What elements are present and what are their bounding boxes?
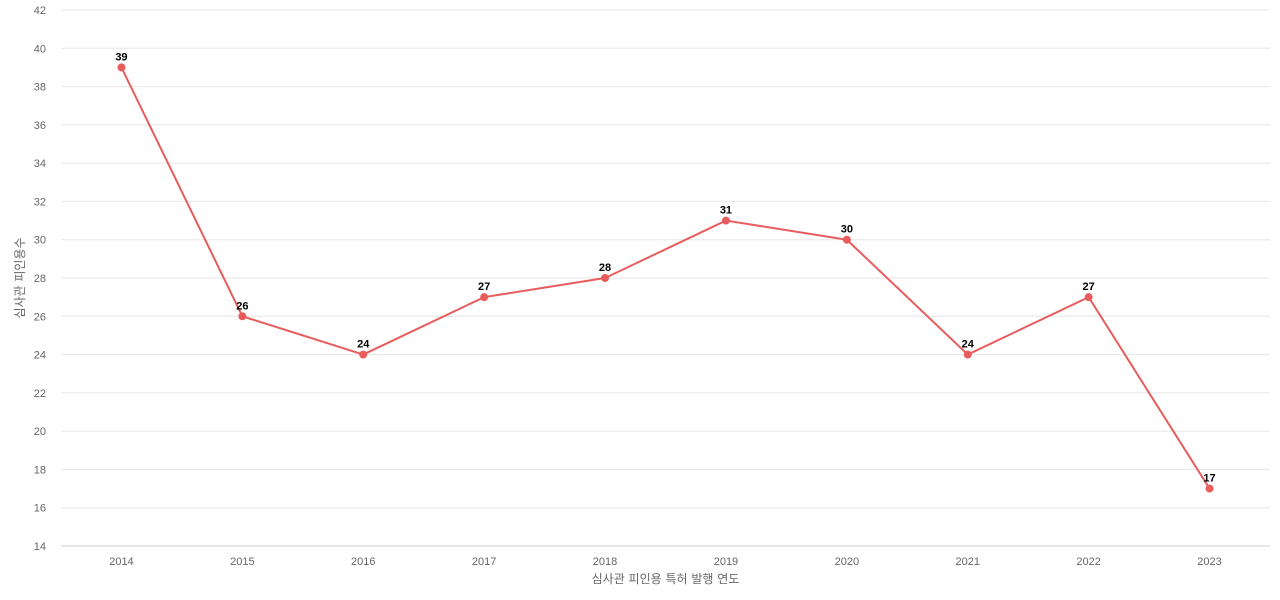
- y-axis-ticks: 14 16 18 20 22 24 26 28 30 32 34 36 38 40 42: [34, 5, 46, 553]
- y-axis-title: 심사관 피인용수: [13, 237, 27, 318]
- data-label: 39: [115, 51, 127, 63]
- data-label: 27: [478, 281, 490, 293]
- data-point[interactable]: [1205, 484, 1214, 493]
- x-axis-title: 심사관 피인용 특허 발행 연도: [592, 571, 740, 586]
- data-labels: 39 26 24 27 28 31 30 24 27 17: [115, 51, 1215, 484]
- data-point[interactable]: [963, 350, 972, 359]
- x-tick-label: 2018: [593, 556, 617, 568]
- y-tick-label: 32: [34, 196, 46, 208]
- x-axis-ticks: 2014 2015 2016 2017 2018 2019 2020 2021 2022 2023: [109, 556, 1222, 568]
- x-tick-label: 2016: [351, 556, 375, 568]
- data-point[interactable]: [480, 293, 489, 302]
- data-point[interactable]: [721, 216, 730, 225]
- y-tick-label: 38: [34, 82, 46, 94]
- y-tick-label: 24: [34, 350, 46, 362]
- data-point[interactable]: [238, 312, 247, 321]
- y-tick-label: 22: [34, 388, 46, 400]
- x-tick-label: 2021: [956, 556, 980, 568]
- data-point[interactable]: [842, 235, 851, 244]
- x-tick-label: 2017: [472, 556, 496, 568]
- x-tick-label: 2014: [109, 556, 133, 568]
- series-layer: [120, 66, 1211, 490]
- y-tick-label: 42: [34, 5, 46, 17]
- data-label: 17: [1203, 473, 1215, 485]
- data-label: 24: [962, 339, 975, 351]
- x-tick-label: 2023: [1197, 556, 1221, 568]
- gridlines: [61, 9, 1270, 509]
- y-tick-label: 26: [34, 311, 46, 323]
- data-label: 30: [841, 224, 853, 236]
- data-label: 31: [720, 205, 732, 217]
- data-point[interactable]: [117, 63, 126, 72]
- data-point[interactable]: [359, 350, 368, 359]
- data-point[interactable]: [1084, 293, 1093, 302]
- y-tick-label: 18: [34, 464, 46, 476]
- y-tick-label: 28: [34, 273, 46, 285]
- data-point[interactable]: [601, 274, 610, 282]
- y-tick-label: 34: [34, 158, 46, 170]
- y-tick-label: 30: [34, 235, 46, 247]
- y-tick-label: 16: [34, 503, 46, 515]
- x-tick-label: 2019: [714, 556, 738, 568]
- y-tick-label: 20: [34, 426, 46, 438]
- x-tick-label: 2020: [835, 556, 859, 568]
- data-points: [117, 63, 1214, 493]
- data-label: 26: [236, 300, 248, 312]
- y-tick-label: 40: [34, 43, 46, 55]
- y-tick-label: 14: [34, 541, 46, 553]
- data-label: 24: [357, 339, 370, 351]
- x-tick-label: 2015: [230, 556, 254, 568]
- series-line: [120, 66, 1211, 490]
- data-label: 28: [599, 262, 611, 274]
- y-tick-label: 36: [34, 120, 46, 132]
- x-tick-label: 2022: [1076, 556, 1100, 568]
- data-label: 27: [1083, 281, 1095, 293]
